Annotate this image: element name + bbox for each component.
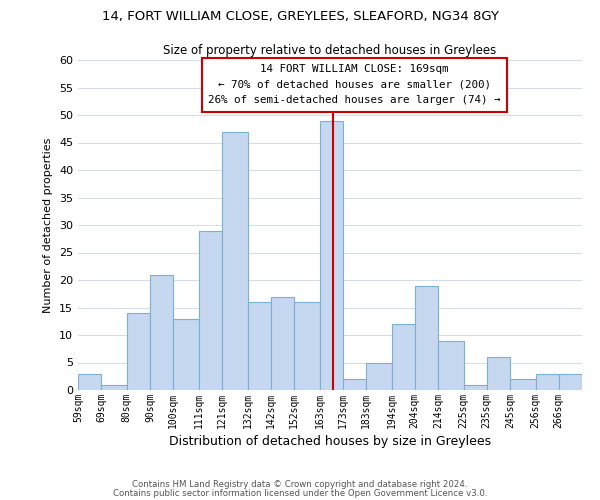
Text: 14, FORT WILLIAM CLOSE, GREYLEES, SLEAFORD, NG34 8GY: 14, FORT WILLIAM CLOSE, GREYLEES, SLEAFO… <box>101 10 499 23</box>
Bar <box>127 313 150 390</box>
Bar <box>536 374 559 390</box>
Bar <box>150 274 173 390</box>
Text: Contains public sector information licensed under the Open Government Licence v3: Contains public sector information licen… <box>113 488 487 498</box>
Bar <box>199 230 222 390</box>
Bar <box>248 302 271 390</box>
Bar <box>392 324 415 390</box>
Text: 14 FORT WILLIAM CLOSE: 169sqm
← 70% of detached houses are smaller (200)
26% of : 14 FORT WILLIAM CLOSE: 169sqm ← 70% of d… <box>208 64 500 106</box>
Bar <box>559 374 582 390</box>
Bar <box>343 379 366 390</box>
Y-axis label: Number of detached properties: Number of detached properties <box>43 138 53 312</box>
Bar <box>222 132 248 390</box>
Text: Contains HM Land Registry data © Crown copyright and database right 2024.: Contains HM Land Registry data © Crown c… <box>132 480 468 489</box>
Bar <box>173 318 199 390</box>
Bar <box>366 362 392 390</box>
Bar <box>320 120 343 390</box>
Bar <box>510 379 536 390</box>
Bar <box>294 302 320 390</box>
Bar <box>78 374 101 390</box>
Bar <box>415 286 438 390</box>
Bar <box>487 357 510 390</box>
Bar <box>101 384 127 390</box>
Bar <box>271 296 294 390</box>
X-axis label: Distribution of detached houses by size in Greylees: Distribution of detached houses by size … <box>169 435 491 448</box>
Title: Size of property relative to detached houses in Greylees: Size of property relative to detached ho… <box>163 44 497 58</box>
Bar <box>438 340 464 390</box>
Bar <box>464 384 487 390</box>
